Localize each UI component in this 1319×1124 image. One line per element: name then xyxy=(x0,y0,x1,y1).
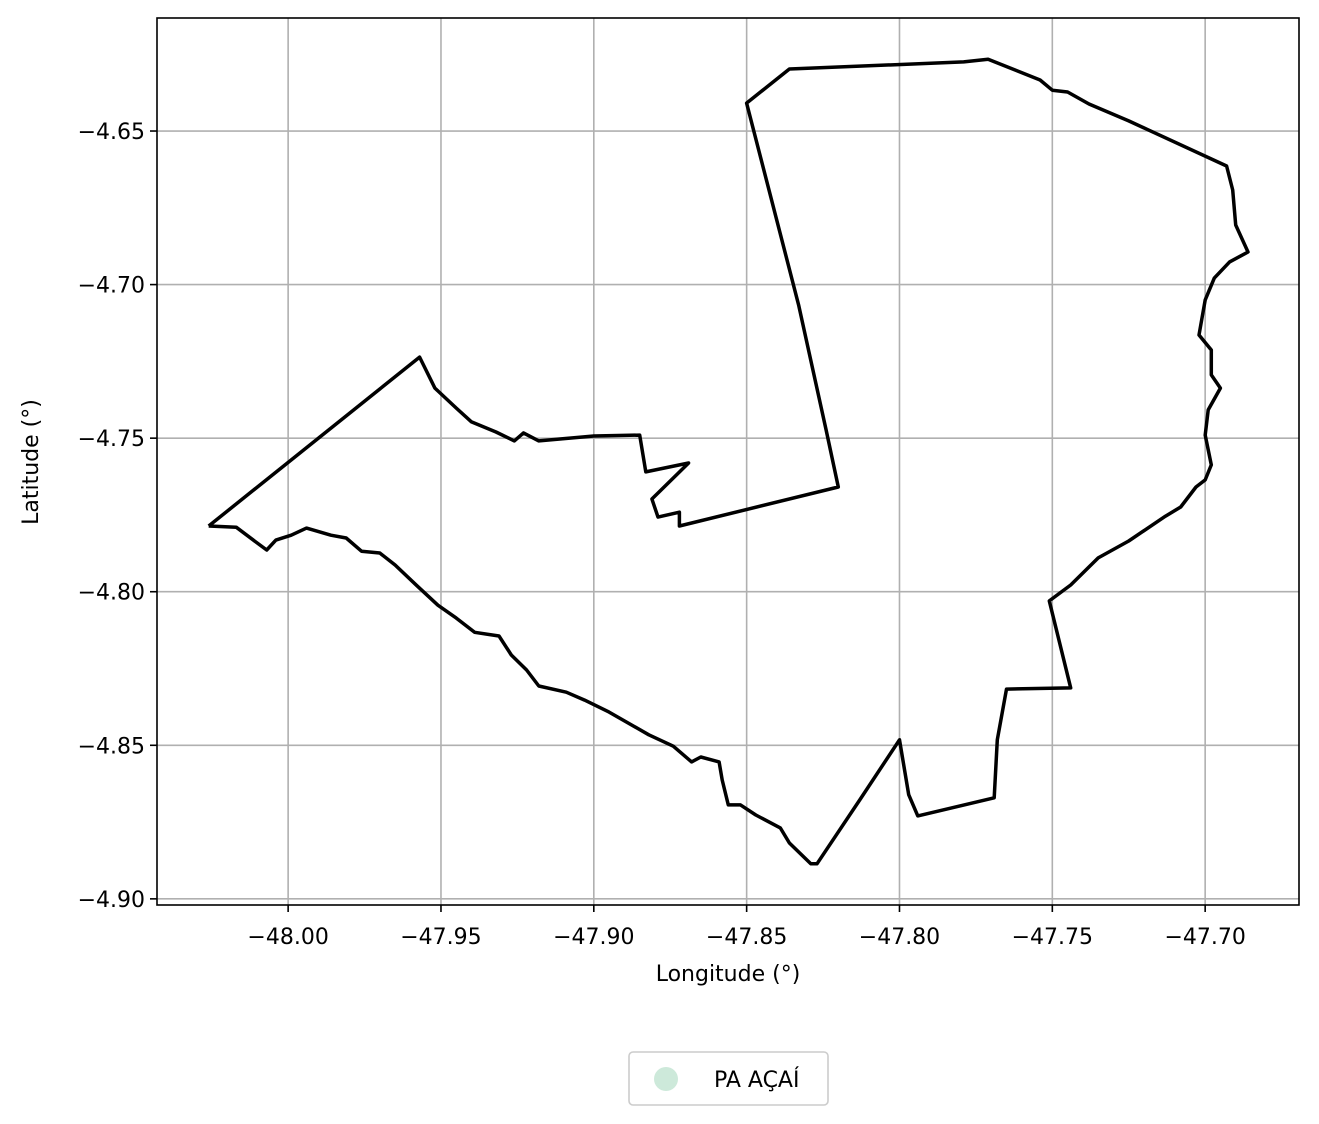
x-tick-label: −47.95 xyxy=(400,925,481,950)
x-tick-label: −47.70 xyxy=(1164,925,1245,950)
y-tick-label: −4.70 xyxy=(78,274,145,299)
y-tick-label: −4.80 xyxy=(78,581,145,606)
x-tick-label: −47.90 xyxy=(553,925,634,950)
legend-marker xyxy=(654,1067,678,1091)
boundary-line xyxy=(207,57,1250,866)
legend-label: PA AÇAÍ xyxy=(714,1067,799,1093)
y-tick-label: −4.75 xyxy=(78,427,145,452)
y-tick-label: −4.85 xyxy=(78,734,145,759)
y-axis-label: Latitude (°) xyxy=(19,399,44,525)
x-tick-label: −47.75 xyxy=(1012,925,1093,950)
y-tick-label: −4.65 xyxy=(78,120,145,145)
x-tick-label: −47.85 xyxy=(706,925,787,950)
y-tick-label: −4.90 xyxy=(78,888,145,913)
legend: PA AÇAÍ xyxy=(628,1051,829,1106)
plot-frame xyxy=(156,17,1300,906)
x-axis-label: Longitude (°) xyxy=(656,962,801,987)
legend-box xyxy=(628,1051,829,1106)
x-tick-label: −47.80 xyxy=(859,925,940,950)
x-tick-label: −48.00 xyxy=(247,925,328,950)
